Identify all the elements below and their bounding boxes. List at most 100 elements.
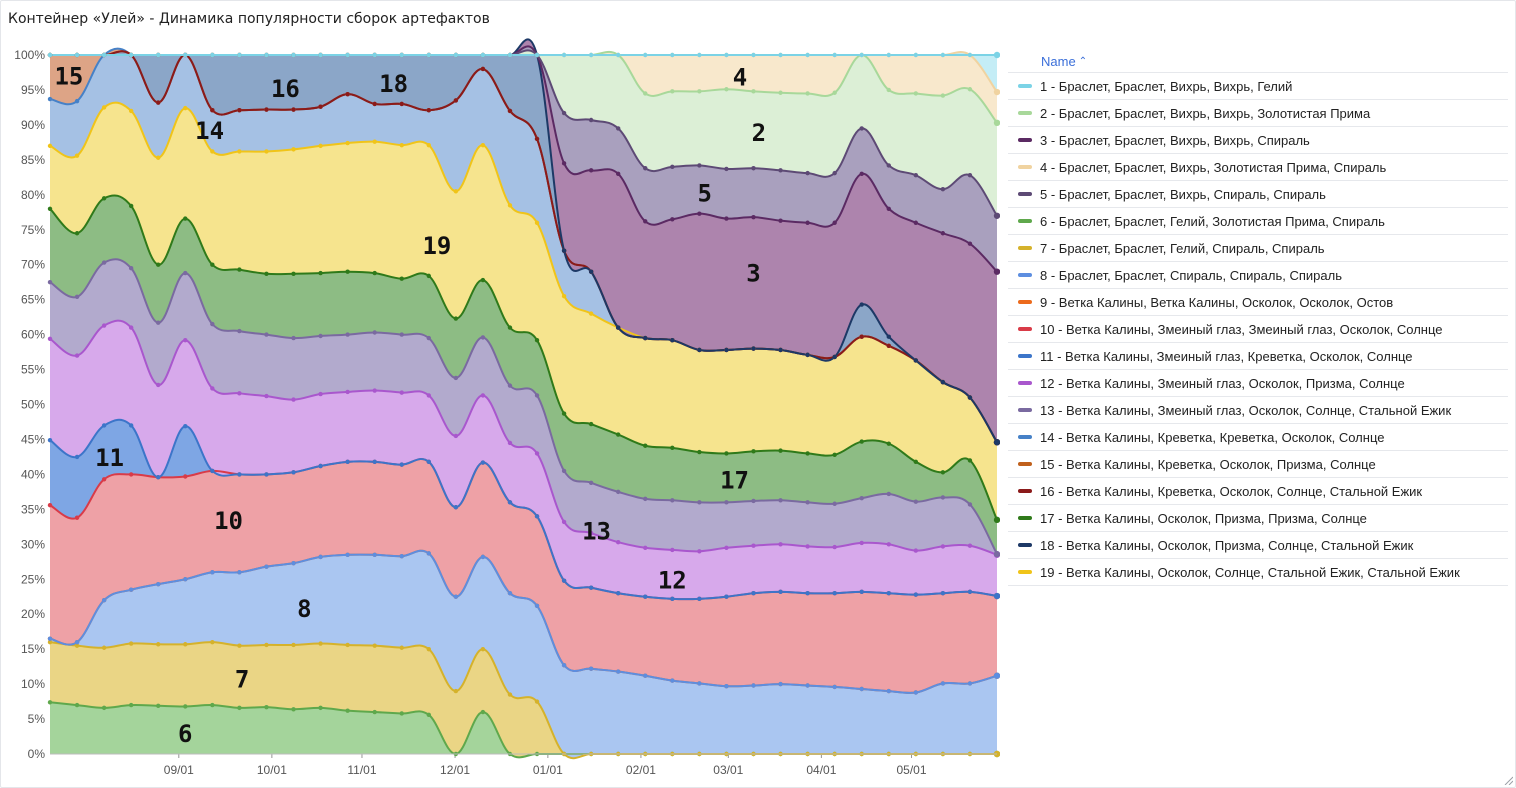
point-series-7 [372, 643, 377, 648]
point-series-5 [561, 110, 567, 116]
point-series-17 [859, 439, 864, 444]
point-series-13 [318, 333, 323, 339]
point-series-7 [183, 642, 188, 647]
legend-item[interactable]: 8 - Браслет, Браслет, Спираль, Спираль, … [1008, 262, 1508, 289]
point-series-1 [156, 52, 161, 58]
legend-item[interactable]: 1 - Браслет, Браслет, Вихрь, Вихрь, Гели… [1008, 73, 1508, 100]
point-series-5 [670, 164, 675, 170]
point-series-8 [101, 598, 107, 603]
point-series-13 [913, 499, 919, 504]
legend-item[interactable]: 17 - Ветка Калины, Осколок, Призма, Приз… [1008, 505, 1508, 532]
point-series-17 [101, 196, 107, 201]
point-series-12 [534, 451, 540, 456]
point-series-19 [318, 143, 323, 149]
point-series-3 [724, 216, 729, 221]
point-series-17 [210, 262, 215, 267]
point-series-13 [751, 498, 756, 504]
resize-handle-icon[interactable] [1503, 775, 1513, 785]
legend-item[interactable]: 2 - Браслет, Браслет, Вихрь, Вихрь, Золо… [1008, 100, 1508, 127]
sort-ascending-icon: ⌃ [1078, 55, 1088, 67]
point-series-8 [697, 681, 702, 686]
area-series-6 [50, 702, 997, 758]
point-series-11 [237, 472, 242, 477]
legend-item-label: 6 - Браслет, Браслет, Гелий, Золотистая … [1040, 213, 1385, 229]
legend-item-label: 4 - Браслет, Браслет, Вихрь, Золотистая … [1040, 159, 1387, 175]
point-series-17 [74, 231, 80, 236]
point-series-12 [859, 540, 864, 546]
point-series-10 [101, 477, 107, 482]
legend-item[interactable]: 15 - Ветка Калины, Креветка, Осколок, Пр… [1008, 451, 1508, 478]
legend-item[interactable]: 10 - Ветка Калины, Змеиный глаз, Змеиный… [1008, 316, 1508, 343]
legend-item[interactable]: 4 - Браслет, Браслет, Вихрь, Золотистая … [1008, 154, 1508, 181]
point-series-18 [805, 352, 810, 358]
legend-item[interactable]: 18 - Ветка Калины, Осколок, Призма, Солн… [1008, 532, 1508, 559]
point-series-7 [480, 646, 486, 652]
point-series-1 [534, 52, 540, 58]
legend-item[interactable]: 9 - Ветка Калины, Ветка Калины, Осколок,… [1008, 289, 1508, 316]
area-label-18: 18 [379, 70, 408, 98]
point-series-12 [128, 325, 134, 330]
point-series-5 [993, 212, 1000, 219]
point-series-13 [399, 332, 404, 337]
point-series-13 [805, 500, 810, 505]
legend-item-label: 12 - Ветка Калины, Змеиный глаз, Осколок… [1040, 375, 1405, 391]
point-series-19 [291, 147, 296, 152]
legend-swatch [1018, 408, 1032, 412]
legend-swatch [1018, 543, 1032, 547]
y-tick-label: 55% [21, 363, 45, 377]
point-series-17 [967, 458, 973, 463]
legend-swatch [1018, 327, 1032, 331]
point-series-1 [697, 52, 702, 58]
point-series-17 [913, 459, 919, 465]
legend-item[interactable]: 7 - Браслет, Браслет, Гелий, Спираль, Сп… [1008, 235, 1508, 262]
point-series-3 [697, 211, 702, 216]
point-series-13 [859, 495, 864, 501]
legend-item[interactable]: 3 - Браслет, Браслет, Вихрь, Вихрь, Спир… [1008, 127, 1508, 154]
legend-item[interactable]: 13 - Ветка Калины, Змеиный глаз, Осколок… [1008, 397, 1508, 424]
point-series-3 [940, 231, 946, 236]
point-series-3 [967, 241, 973, 246]
point-series-14 [47, 96, 53, 102]
point-series-7 [453, 688, 459, 694]
point-series-1 [967, 52, 973, 58]
point-series-1 [643, 52, 648, 58]
point-series-17 [670, 445, 675, 451]
point-series-13 [616, 489, 621, 495]
point-series-18 [778, 347, 783, 353]
legend-item[interactable]: 12 - Ветка Калины, Змеиный глаз, Осколок… [1008, 370, 1508, 397]
point-series-7 [291, 642, 296, 648]
point-series-6 [183, 704, 188, 709]
point-series-13 [940, 495, 946, 500]
point-series-16 [453, 98, 459, 103]
point-series-19 [264, 149, 269, 154]
point-series-17 [940, 470, 946, 475]
legend-item[interactable]: 19 - Ветка Калины, Осколок, Солнце, Стал… [1008, 559, 1508, 586]
legend-item-label: 2 - Браслет, Браслет, Вихрь, Вихрь, Золо… [1040, 105, 1371, 121]
x-tick-label: 04/01 [806, 763, 836, 777]
point-series-8 [805, 683, 810, 688]
point-series-1 [480, 52, 486, 58]
legend-swatch [1018, 246, 1032, 250]
legend-item[interactable]: 14 - Ветка Калины, Креветка, Креветка, О… [1008, 424, 1508, 451]
y-tick-label: 0% [28, 747, 46, 761]
legend-sort-header[interactable]: Name ⌃ [1008, 50, 1508, 73]
point-series-2 [832, 90, 837, 95]
legend-item[interactable]: 11 - Ветка Калины, Змеиный глаз, Креветк… [1008, 343, 1508, 370]
legend-item[interactable]: 5 - Браслет, Браслет, Вихрь, Спираль, Сп… [1008, 181, 1508, 208]
legend-item[interactable]: 6 - Браслет, Браслет, Гелий, Золотистая … [1008, 208, 1508, 235]
point-series-1 [886, 52, 891, 58]
point-series-18 [967, 395, 973, 400]
area-series-14 [50, 48, 997, 443]
point-series-12 [805, 544, 810, 549]
legend-item[interactable]: 16 - Ветка Калины, Креветка, Осколок, Со… [1008, 478, 1508, 505]
point-series-11 [318, 463, 323, 469]
point-series-16 [426, 108, 431, 113]
point-series-2 [993, 119, 1000, 127]
point-series-1 [670, 52, 675, 58]
point-series-17 [778, 448, 783, 453]
point-series-13 [47, 279, 53, 285]
point-series-7 [426, 646, 431, 652]
legend-swatch [1018, 489, 1032, 493]
point-series-11 [534, 514, 540, 519]
point-series-19 [47, 143, 53, 149]
